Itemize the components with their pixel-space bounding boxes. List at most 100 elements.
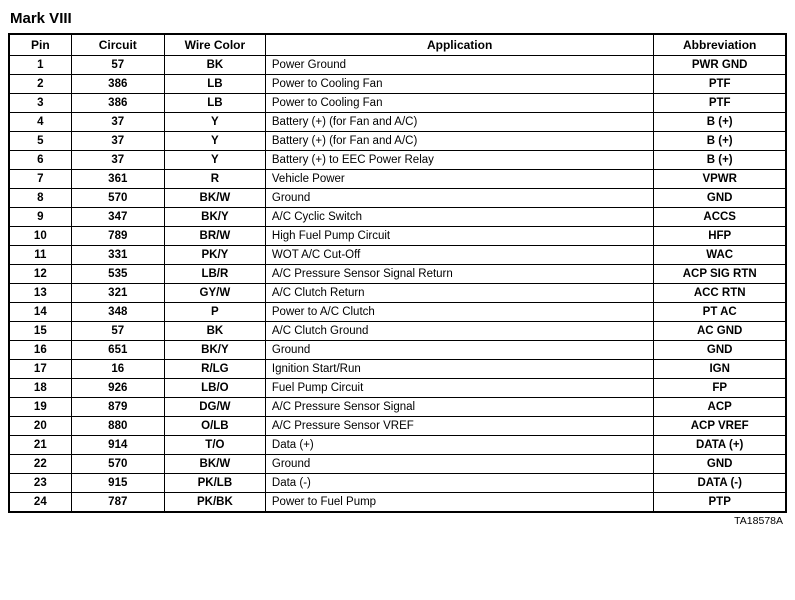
cell-pin: 15 xyxy=(9,322,71,341)
cell-pin: 2 xyxy=(9,75,71,94)
cell-pin: 19 xyxy=(9,398,71,417)
cell-application: A/C Pressure Sensor Signal xyxy=(265,398,654,417)
cell-circuit: 789 xyxy=(71,227,164,246)
cell-abbreviation: B (+) xyxy=(654,132,786,151)
cell-abbreviation: GND xyxy=(654,189,786,208)
table-row: 7 361 R Vehicle Power VPWR xyxy=(9,170,786,189)
cell-circuit: 37 xyxy=(71,113,164,132)
cell-circuit: 57 xyxy=(71,56,164,75)
table-body: 1 57 BK Power Ground PWR GND 2 386 LB Power to C… xyxy=(9,56,786,513)
cell-application: Data (-) xyxy=(265,474,654,493)
cell-application: Ground xyxy=(265,341,654,360)
cell-abbreviation: B (+) xyxy=(654,113,786,132)
cell-abbreviation: PT AC xyxy=(654,303,786,322)
cell-abbreviation: ACP VREF xyxy=(654,417,786,436)
cell-abbreviation: ACCS xyxy=(654,208,786,227)
cell-abbreviation: FP xyxy=(654,379,786,398)
table-row: 5 37 Y Battery (+) (for Fan and A/C) B (+) xyxy=(9,132,786,151)
table-row: 17 16 R/LG Ignition Start/Run IGN xyxy=(9,360,786,379)
table-header-row: Pin Circuit Wire Color Application Abbre… xyxy=(9,34,786,56)
cell-wire-color: BK/W xyxy=(164,455,265,474)
cell-application: Battery (+) (for Fan and A/C) xyxy=(265,132,654,151)
cell-pin: 17 xyxy=(9,360,71,379)
cell-abbreviation: IGN xyxy=(654,360,786,379)
cell-wire-color: R xyxy=(164,170,265,189)
cell-circuit: 361 xyxy=(71,170,164,189)
table-row: 8 570 BK/W Ground GND xyxy=(9,189,786,208)
cell-circuit: 926 xyxy=(71,379,164,398)
cell-application: Ground xyxy=(265,189,654,208)
cell-application: A/C Pressure Sensor VREF xyxy=(265,417,654,436)
cell-pin: 3 xyxy=(9,94,71,113)
cell-circuit: 915 xyxy=(71,474,164,493)
cell-abbreviation: AC GND xyxy=(654,322,786,341)
table-row: 21 914 T/O Data (+) DATA (+) xyxy=(9,436,786,455)
table-row: 3 386 LB Power to Cooling Fan PTF xyxy=(9,94,786,113)
cell-wire-color: PK/Y xyxy=(164,246,265,265)
table-row: 23 915 PK/LB Data (-) DATA (-) xyxy=(9,474,786,493)
cell-wire-color: BK/Y xyxy=(164,208,265,227)
table-row: 15 57 BK A/C Clutch Ground AC GND xyxy=(9,322,786,341)
cell-application: Battery (+) (for Fan and A/C) xyxy=(265,113,654,132)
cell-application: A/C Clutch Return xyxy=(265,284,654,303)
cell-abbreviation: VPWR xyxy=(654,170,786,189)
cell-pin: 21 xyxy=(9,436,71,455)
cell-application: Vehicle Power xyxy=(265,170,654,189)
cell-pin: 5 xyxy=(9,132,71,151)
cell-circuit: 535 xyxy=(71,265,164,284)
cell-pin: 4 xyxy=(9,113,71,132)
cell-pin: 22 xyxy=(9,455,71,474)
cell-application: A/C Pressure Sensor Signal Return xyxy=(265,265,654,284)
cell-circuit: 879 xyxy=(71,398,164,417)
cell-pin: 24 xyxy=(9,493,71,513)
cell-wire-color: GY/W xyxy=(164,284,265,303)
cell-pin: 9 xyxy=(9,208,71,227)
cell-circuit: 880 xyxy=(71,417,164,436)
table-row: 9 347 BK/Y A/C Cyclic Switch ACCS xyxy=(9,208,786,227)
cell-wire-color: T/O xyxy=(164,436,265,455)
cell-abbreviation: DATA (-) xyxy=(654,474,786,493)
cell-application: Data (+) xyxy=(265,436,654,455)
column-header-circuit: Circuit xyxy=(71,34,164,56)
cell-circuit: 570 xyxy=(71,455,164,474)
column-header-application: Application xyxy=(265,34,654,56)
cell-abbreviation: PWR GND xyxy=(654,56,786,75)
cell-abbreviation: PTP xyxy=(654,493,786,513)
cell-wire-color: BK xyxy=(164,322,265,341)
cell-circuit: 37 xyxy=(71,151,164,170)
cell-wire-color: BK/W xyxy=(164,189,265,208)
cell-wire-color: PK/LB xyxy=(164,474,265,493)
cell-circuit: 914 xyxy=(71,436,164,455)
cell-pin: 8 xyxy=(9,189,71,208)
cell-pin: 6 xyxy=(9,151,71,170)
table-row: 14 348 P Power to A/C Clutch PT AC xyxy=(9,303,786,322)
cell-wire-color: LB/O xyxy=(164,379,265,398)
cell-pin: 18 xyxy=(9,379,71,398)
table-row: 16 651 BK/Y Ground GND xyxy=(9,341,786,360)
cell-wire-color: Y xyxy=(164,113,265,132)
cell-circuit: 570 xyxy=(71,189,164,208)
cell-application: Power to Cooling Fan xyxy=(265,75,654,94)
cell-application: Power to A/C Clutch xyxy=(265,303,654,322)
cell-wire-color: R/LG xyxy=(164,360,265,379)
cell-pin: 7 xyxy=(9,170,71,189)
table-row: 20 880 O/LB A/C Pressure Sensor VREF ACP VRE… xyxy=(9,417,786,436)
cell-pin: 14 xyxy=(9,303,71,322)
cell-application: Power to Fuel Pump xyxy=(265,493,654,513)
table-row: 13 321 GY/W A/C Clutch Return ACC RTN xyxy=(9,284,786,303)
cell-circuit: 651 xyxy=(71,341,164,360)
cell-application: A/C Cyclic Switch xyxy=(265,208,654,227)
cell-wire-color: Y xyxy=(164,132,265,151)
table-row: 4 37 Y Battery (+) (for Fan and A/C) B (+) xyxy=(9,113,786,132)
cell-circuit: 37 xyxy=(71,132,164,151)
cell-application: Battery (+) to EEC Power Relay xyxy=(265,151,654,170)
cell-application: Fuel Pump Circuit xyxy=(265,379,654,398)
pinout-table: Pin Circuit Wire Color Application Abbre… xyxy=(8,33,787,513)
cell-abbreviation: WAC xyxy=(654,246,786,265)
cell-application: A/C Clutch Ground xyxy=(265,322,654,341)
cell-circuit: 386 xyxy=(71,75,164,94)
cell-wire-color: LB/R xyxy=(164,265,265,284)
column-header-wire-color: Wire Color xyxy=(164,34,265,56)
cell-circuit: 787 xyxy=(71,493,164,513)
column-header-pin: Pin xyxy=(9,34,71,56)
